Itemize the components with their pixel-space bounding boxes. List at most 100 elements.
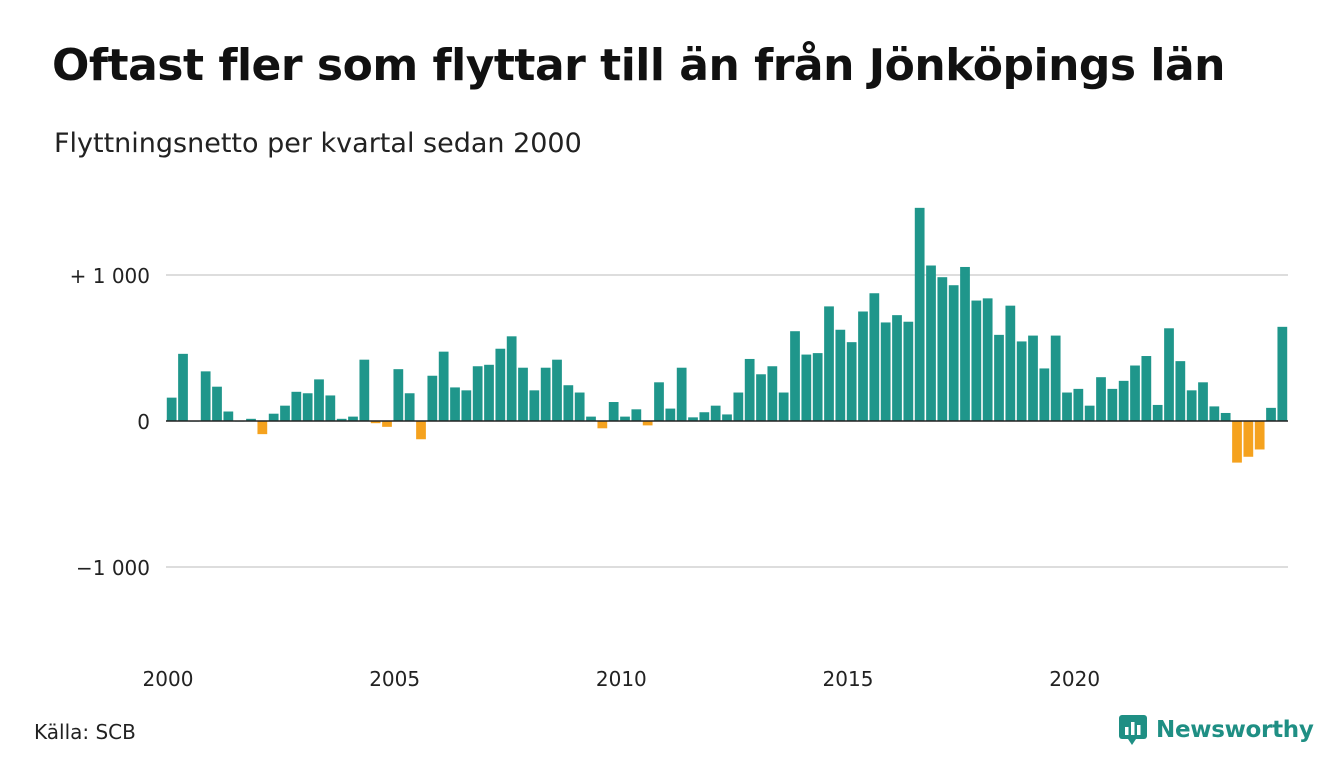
x-tick-label: 2015: [823, 667, 874, 691]
bar: [914, 207, 925, 421]
bar: [359, 359, 370, 421]
bar: [982, 298, 993, 421]
bar: [427, 375, 438, 421]
x-tick-label: 2010: [596, 667, 647, 691]
bar: [393, 369, 404, 421]
bar: [1050, 335, 1061, 421]
bar: [960, 266, 970, 421]
bar: [1152, 404, 1163, 421]
bar: [1277, 326, 1288, 421]
bar: [597, 421, 608, 429]
bar: [608, 402, 619, 421]
bar: [880, 322, 891, 421]
bar: [450, 387, 460, 421]
bar: [178, 353, 188, 421]
chart-subtitle: Flyttningsnetto per kvartal sedan 2000: [54, 128, 582, 159]
bar: [268, 413, 279, 421]
bar: [744, 358, 755, 421]
bar: [756, 374, 766, 421]
bar: [1130, 365, 1140, 421]
bar: [1028, 335, 1038, 421]
bar: [1164, 328, 1174, 421]
bar-chart: + 1 000 0 −1 000 2000 2005 2010 2015 2020: [70, 207, 1288, 691]
bar: [552, 359, 562, 421]
bar: [869, 293, 880, 421]
bar: [416, 421, 426, 440]
bar: [325, 395, 336, 421]
y-tick-label: −1 000: [76, 556, 150, 580]
bar: [948, 285, 959, 421]
bar: [1198, 382, 1208, 421]
bar: [518, 367, 528, 421]
bar: [710, 405, 721, 421]
bar: [926, 265, 936, 421]
bar: [654, 382, 664, 421]
bar: [1073, 388, 1084, 421]
bar: [370, 421, 381, 424]
bar: [631, 409, 642, 421]
bar: [1141, 356, 1152, 421]
bar: [767, 366, 778, 421]
bar: [200, 371, 211, 421]
bar: [404, 393, 415, 421]
bar: [699, 412, 710, 421]
bar: [1175, 361, 1186, 421]
bar: [348, 416, 358, 421]
bar: [1107, 388, 1118, 421]
bar: [835, 329, 846, 421]
bar: [824, 306, 834, 421]
source-label: Källa: SCB: [34, 720, 136, 744]
bar: [778, 392, 789, 421]
bar: [1232, 421, 1242, 463]
bar: [382, 421, 392, 427]
bar: [722, 414, 732, 421]
bar: [586, 416, 596, 421]
bar: [1118, 380, 1129, 421]
bar: [563, 385, 574, 421]
y-tick-label: 0: [137, 410, 150, 434]
bar: [484, 364, 494, 421]
y-tick-label: + 1 000: [70, 264, 150, 288]
bar: [665, 408, 676, 421]
bar: [461, 390, 472, 421]
bar: [257, 421, 268, 435]
bar: [994, 334, 1004, 421]
x-tick-label: 2005: [369, 667, 420, 691]
bar: [846, 342, 857, 421]
bar: [1209, 406, 1220, 421]
bar: [790, 331, 800, 421]
bar: [291, 391, 302, 421]
bar: [688, 417, 698, 421]
bar: [280, 405, 290, 421]
bar: [472, 366, 483, 421]
x-tick-label: 2000: [143, 667, 194, 691]
bar: [620, 416, 630, 421]
x-tick-label: 2020: [1049, 667, 1100, 691]
bar: [506, 336, 517, 421]
bar: [937, 277, 948, 421]
bar: [1220, 412, 1231, 421]
bar: [676, 367, 687, 421]
bar: [801, 354, 812, 421]
chart-title: Oftast fler som flyttar till än från Jön…: [52, 40, 1226, 91]
bar: [1005, 305, 1016, 421]
bar: [812, 353, 823, 421]
bar: [733, 392, 744, 421]
bar: [1084, 405, 1095, 421]
bar: [1062, 392, 1072, 421]
bar: [574, 392, 585, 421]
bar: [1096, 377, 1106, 421]
newsworthy-logo-icon: [1119, 715, 1147, 745]
bar: [302, 393, 313, 421]
bar: [1243, 421, 1254, 457]
bar: [223, 411, 234, 421]
bar: [540, 367, 551, 421]
bar: [1016, 341, 1027, 421]
brand-name: Newsworthy: [1156, 717, 1314, 743]
bar: [903, 321, 914, 421]
bar: [1254, 421, 1265, 450]
bar: [212, 386, 222, 421]
bar: [438, 351, 449, 421]
bar: [336, 418, 347, 421]
bar: [971, 300, 982, 421]
